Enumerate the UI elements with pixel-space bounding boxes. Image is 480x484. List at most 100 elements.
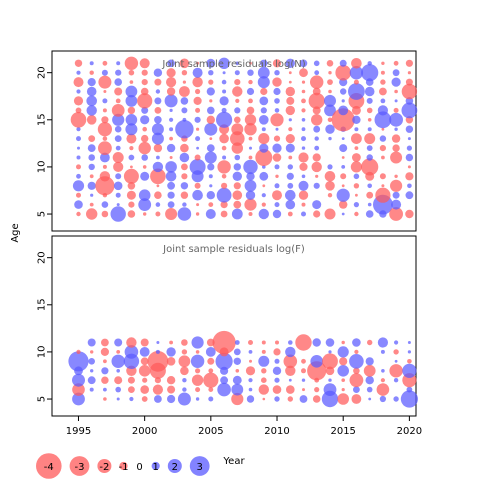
bubble (394, 340, 399, 345)
bubble (220, 201, 228, 209)
bubbles-logN (70, 56, 418, 222)
bubble (367, 118, 372, 122)
bubble (405, 59, 413, 67)
bubble (76, 136, 81, 142)
bubble (88, 163, 95, 171)
bubble (312, 153, 321, 162)
bubble (140, 115, 150, 125)
bubble (167, 59, 175, 68)
bubble (88, 135, 96, 143)
bubble (274, 377, 280, 383)
bubble (90, 369, 94, 373)
bubble (249, 61, 252, 65)
bubble (115, 173, 122, 180)
bubble (138, 198, 152, 212)
bubble (366, 97, 373, 104)
bubble (70, 112, 87, 128)
bubble (101, 338, 109, 347)
bubble (354, 349, 359, 354)
bubble (190, 354, 205, 368)
bubble (272, 366, 282, 375)
bubble (354, 146, 359, 151)
bubble (312, 87, 321, 96)
bubble (401, 83, 418, 100)
bubble (327, 193, 333, 198)
bubble (394, 127, 398, 131)
bubble (248, 212, 253, 216)
bubble (352, 153, 361, 162)
bubble (234, 107, 241, 114)
bubble (164, 94, 178, 108)
bubble (195, 107, 201, 113)
bubble (235, 61, 240, 66)
bubble (287, 396, 293, 402)
bubble (181, 163, 188, 171)
bubble (274, 108, 280, 113)
bubble (349, 354, 364, 369)
bubble (193, 96, 202, 105)
bubble (166, 357, 176, 366)
bubble (381, 369, 385, 373)
bubble (274, 183, 280, 189)
bubble (113, 161, 124, 172)
bubble (259, 143, 269, 153)
bubble (103, 90, 107, 93)
bubble (285, 58, 295, 68)
bubble (87, 181, 96, 190)
bubble (273, 135, 281, 142)
bubble (179, 58, 190, 69)
bubble (221, 182, 228, 189)
bubble (380, 79, 386, 85)
bubble (127, 376, 135, 384)
bubble (288, 378, 292, 382)
bubble (140, 357, 149, 366)
bubble (272, 385, 282, 394)
bubble (126, 337, 137, 348)
bubble (355, 193, 358, 197)
bubble (97, 122, 112, 137)
bubble (389, 207, 403, 221)
bubble (232, 190, 243, 200)
bubble (381, 155, 385, 160)
y-tick-label: 5 (37, 396, 48, 402)
bubble (169, 108, 173, 112)
bubble (88, 358, 95, 365)
bubble (374, 111, 392, 129)
bubble (103, 359, 107, 364)
bubble (125, 85, 138, 98)
bubble (322, 353, 338, 370)
bubble (101, 201, 109, 208)
bubble (325, 124, 335, 134)
bubble (324, 94, 336, 107)
bubble (231, 123, 244, 136)
bubble (180, 182, 189, 190)
bubble (89, 387, 94, 392)
bubble (195, 387, 201, 393)
bubble (156, 155, 160, 160)
bubble (259, 115, 269, 125)
bubble (366, 191, 374, 199)
bubble (275, 340, 279, 345)
bubble (181, 70, 188, 76)
bubble (302, 388, 305, 392)
bubble (313, 125, 321, 133)
bubble (89, 70, 94, 75)
bubble (181, 107, 188, 114)
bubble (204, 122, 218, 136)
bubble (169, 156, 173, 159)
bubble (194, 154, 201, 161)
bubble (102, 60, 108, 66)
bubble (76, 192, 81, 198)
bubble (394, 174, 398, 178)
panel-title-logF: Joint sample residuals log(F) (162, 244, 305, 255)
bubble (166, 376, 176, 385)
bubble (165, 171, 177, 182)
bubble (248, 79, 253, 85)
bubble (181, 339, 188, 346)
bubble (175, 120, 194, 139)
bubble (301, 80, 306, 84)
bubble (407, 183, 412, 189)
bubble (288, 127, 293, 132)
bubble (260, 59, 268, 67)
